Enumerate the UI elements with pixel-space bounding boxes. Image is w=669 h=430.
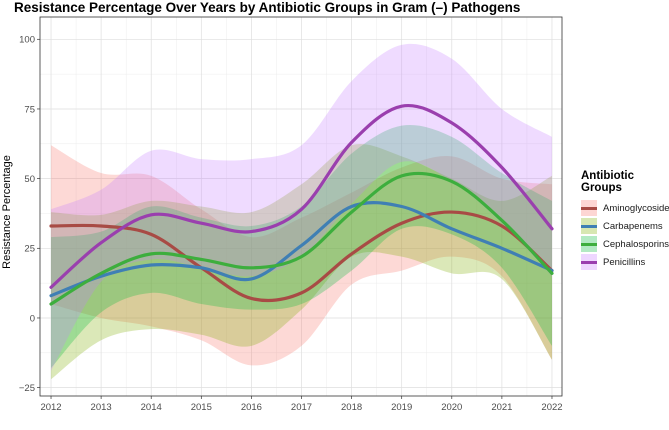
- x-tick-label: 2012: [40, 402, 61, 413]
- legend-key-aminoglycosides: [581, 200, 597, 216]
- x-tick-label: 2017: [291, 402, 312, 413]
- y-axis-ticks: −25 0 25 50 75 100: [19, 35, 40, 394]
- x-tick-label: 2018: [341, 402, 362, 413]
- x-tick-label: 2015: [191, 402, 212, 413]
- x-tick-label: 2013: [91, 402, 112, 413]
- x-tick-label: 2016: [241, 402, 262, 413]
- x-tick-label: 2020: [441, 402, 462, 413]
- legend-label: Penicillins: [603, 257, 645, 268]
- y-tick-label: 100: [19, 35, 35, 46]
- x-tick-label: 2021: [491, 402, 512, 413]
- x-axis-ticks: 2012 2013 2014 2015 2016 2017 2018 2019 2020 2021…: [40, 396, 562, 413]
- legend-label: Cephalosporins: [603, 239, 669, 250]
- legend-item-carbapenems: Carbapenems: [581, 217, 669, 235]
- y-tick-label: −25: [19, 383, 35, 394]
- y-tick-label: 75: [24, 104, 35, 115]
- legend-item-aminoglycosides: Aminoglycosides: [581, 199, 669, 217]
- legend-label: Carbapenems: [603, 221, 663, 232]
- chart-canvas: −250255075100 2012 2013 2014 2015 2016 2017 20…: [0, 0, 669, 430]
- x-tick-label: 2014: [141, 402, 162, 413]
- legend-title: Antibiotic Groups: [581, 170, 669, 194]
- legend-label: Aminoglycosides: [603, 203, 669, 214]
- legend-items: Aminoglycosides Carbapenems Cephalosporins…: [581, 199, 669, 271]
- legend-key-carbapenems: [581, 218, 597, 234]
- y-tick-label: 0: [30, 313, 35, 324]
- legend-key-penicillins: [581, 254, 597, 270]
- x-tick-label: 2019: [391, 402, 412, 413]
- legend-key-cephalosporins: [581, 236, 597, 252]
- x-tick-label: 2022: [541, 402, 562, 413]
- legend-item-penicillins: Penicillins: [581, 253, 669, 271]
- y-tick-label: 25: [24, 244, 35, 255]
- y-axis-label: Resistance Percentage: [1, 155, 13, 269]
- legend-item-cephalosporins: Cephalosporins: [581, 235, 669, 253]
- y-tick-label: 50: [24, 174, 35, 185]
- legend: Antibiotic Groups Aminoglycosides Carbape…: [581, 170, 669, 271]
